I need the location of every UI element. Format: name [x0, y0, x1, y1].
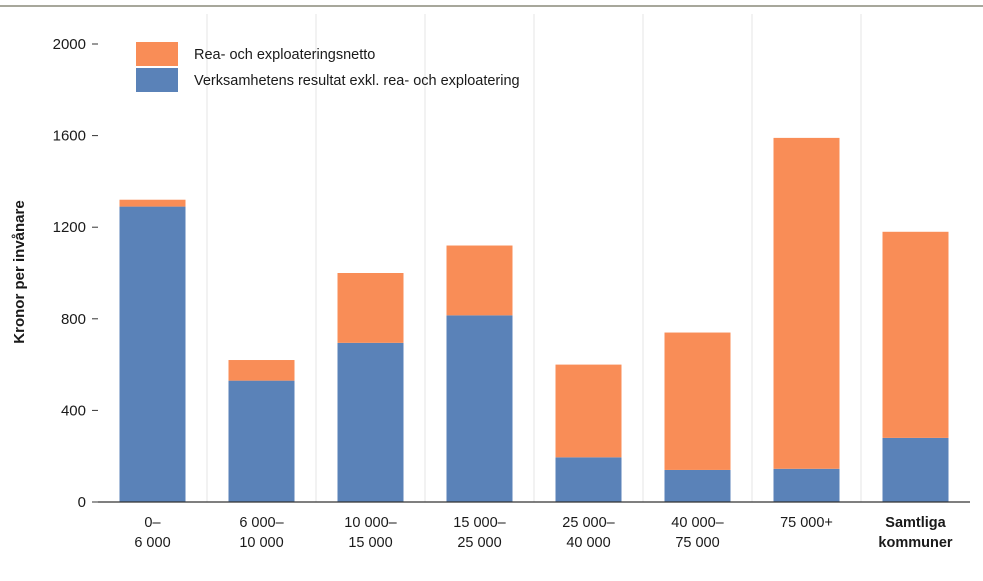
y-tick-label: 2000: [53, 36, 86, 53]
bar-segment-verksamhet-4: [555, 457, 622, 502]
bar-segment-rea-4: [555, 364, 622, 458]
legend-swatch: [136, 42, 178, 66]
bar-segment-verksamhet-3: [446, 315, 513, 502]
bar-segment-verksamhet-6: [773, 468, 840, 502]
bar-segment-verksamhet-7: [882, 437, 949, 502]
x-category-label: 0– 6 000: [134, 515, 170, 551]
legend-swatch: [136, 68, 178, 92]
y-tick-label: 0: [78, 494, 86, 511]
vertical-grid: [206, 14, 862, 502]
y-axis-title: Kronor per invånare: [11, 200, 28, 343]
bar-segment-rea-2: [337, 273, 404, 343]
y-tick-label: 800: [61, 311, 86, 328]
bar-segment-rea-0: [119, 199, 186, 207]
x-category-label: 15 000– 25 000: [453, 515, 506, 551]
bar-segment-rea-7: [882, 231, 949, 438]
x-category-label: 10 000– 15 000: [344, 515, 397, 551]
y-tick-label: 400: [61, 402, 86, 419]
bars: [119, 137, 949, 502]
bar-segment-rea-1: [228, 360, 295, 381]
x-category-label: 40 000– 75 000: [671, 515, 724, 551]
legend-label: Rea- och exploateringsnetto: [194, 47, 375, 63]
y-tick-label: 1600: [53, 128, 86, 145]
x-axis-labels: 0– 6 000 6 000– 10 000 10 000– 15 000 15 000– 2…: [134, 515, 953, 551]
x-category-label: 75 000+: [780, 515, 833, 531]
x-category-label: 25 000– 40 000: [562, 515, 615, 551]
x-category-label: 6 000– 10 000: [239, 515, 284, 551]
bar-segment-rea-6: [773, 137, 840, 469]
bar-segment-verksamhet-5: [664, 469, 731, 502]
legend-label: Verksamhetens resultat exkl. rea- och ex…: [194, 73, 520, 89]
x-category-label: Samtliga kommuner: [878, 515, 952, 551]
y-tick-label: 1200: [53, 219, 86, 236]
bar-segment-verksamhet-0: [119, 206, 186, 502]
bar-segment-verksamhet-1: [228, 380, 295, 502]
y-axis-ticks: 0 400 800 1200 1600 2000: [53, 36, 98, 511]
bar-segment-rea-5: [664, 332, 731, 470]
bar-segment-rea-3: [446, 245, 513, 316]
bar-segment-verksamhet-2: [337, 342, 404, 502]
legend: Rea- och exploateringsnetto Verksamhetens…: [136, 42, 520, 92]
